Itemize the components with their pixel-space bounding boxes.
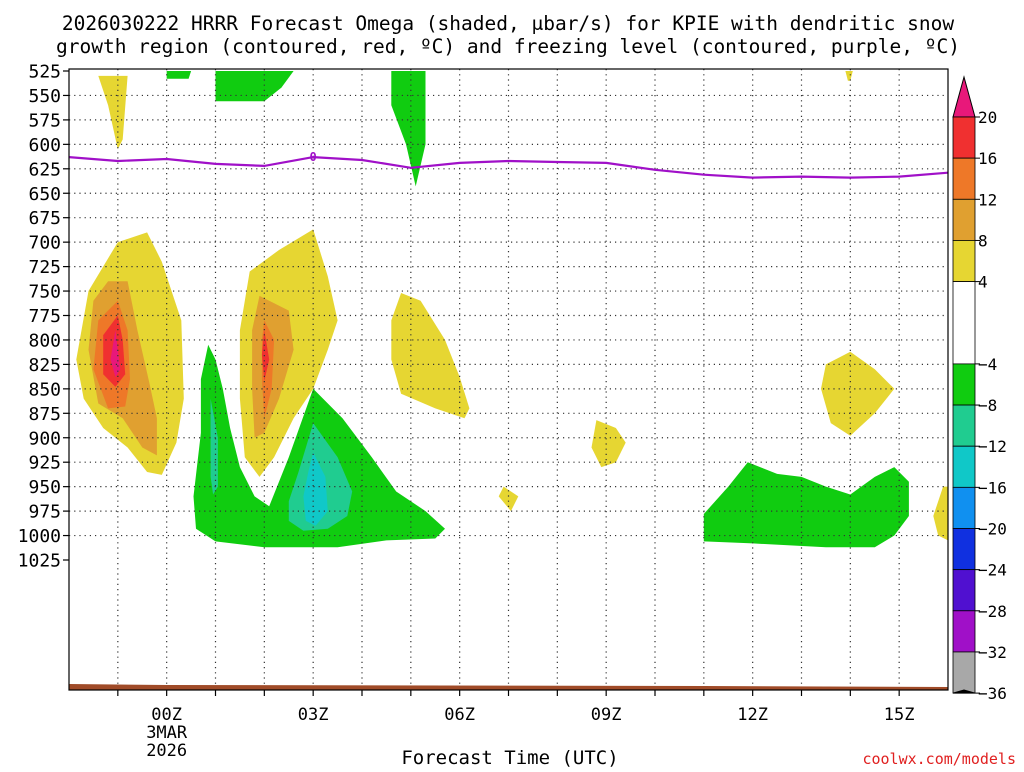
credit-link[interactable]: coolwx.com/models	[862, 750, 1016, 768]
ground-layer	[69, 684, 948, 690]
y-tick-label: 575	[28, 110, 61, 131]
x-tick-sublabel: 2026	[146, 741, 187, 761]
y-tick-label: 675	[28, 208, 61, 229]
x-tick-label: 06Z	[444, 705, 475, 725]
colorbar-band	[952, 569, 976, 612]
y-tick-label: 775	[28, 306, 61, 327]
omega-region-pos-top-speck	[845, 71, 853, 81]
colorbar-label: −4	[978, 355, 997, 374]
y-tick-label: 975	[28, 502, 61, 523]
omega-region-neg-upper	[391, 71, 426, 187]
freezing-level-line	[69, 155, 948, 179]
y-tick-label: 750	[28, 282, 61, 303]
omega-region-pos-r1	[391, 293, 470, 419]
x-tick-label: 09Z	[591, 705, 622, 725]
colorbar-label: −20	[978, 520, 1007, 539]
colorbar-label: −36	[978, 684, 1007, 703]
colorbar-band	[952, 651, 976, 694]
y-tick-label: 550	[28, 86, 61, 107]
y-tick-label: 825	[28, 355, 61, 376]
colorbar-under-arrow	[952, 689, 976, 694]
y-tick-label: 850	[28, 379, 61, 400]
freezing-level-layer: 0	[69, 150, 948, 179]
x-axis-title: Forecast Time (UTC)	[401, 747, 618, 768]
omega-region-pos-r5	[933, 486, 948, 541]
colorbar-band	[952, 610, 976, 653]
colorbar-band	[952, 198, 976, 241]
omega-region-pos-upper-left	[98, 75, 128, 150]
colorbar-label: −12	[978, 437, 1007, 456]
colorbar-band	[952, 157, 976, 200]
omega-region-pos-left-20	[110, 330, 121, 378]
colorbar-band	[952, 281, 976, 365]
y-tick-label: 600	[28, 135, 61, 156]
y-tick-label: 525	[28, 62, 61, 83]
colorbar-band	[952, 240, 976, 282]
y-tick-label: 950	[28, 477, 61, 498]
y-tick-label: 1025	[18, 551, 61, 572]
omega-region-neg-top2	[166, 71, 192, 79]
y-tick-label: 625	[28, 159, 61, 180]
omega-region-pos-r3	[498, 486, 519, 512]
y-tick-label: 800	[28, 330, 61, 351]
omega-region-pos-mid-16	[261, 330, 270, 381]
colorbar-label: −28	[978, 602, 1007, 621]
omega-region-neg-top1	[215, 71, 294, 102]
y-tick-label: 925	[28, 453, 61, 474]
colorbar-label: 4	[978, 273, 988, 292]
y-tick-label: 900	[28, 428, 61, 449]
y-tick-label: 875	[28, 404, 61, 425]
y-axis: 525 550 575 600 625 650 675 700 725 750 775 800 825 8…	[18, 62, 69, 572]
x-tick-label: 15Z	[884, 705, 915, 725]
colorbar-label: −32	[978, 643, 1007, 662]
y-tick-label: 650	[28, 184, 61, 205]
freezing-level-label: 0	[310, 150, 317, 164]
colorbar-label: −8	[978, 396, 997, 415]
colorbar-band	[952, 363, 976, 406]
omega-region-pos-r4	[821, 351, 895, 436]
colorbar-label: −16	[978, 478, 1007, 497]
colorbar-label: 12	[978, 190, 997, 209]
x-tick-label: 12Z	[737, 705, 768, 725]
colorbar-label: −24	[978, 561, 1007, 580]
colorbar-over-arrow	[952, 75, 976, 118]
chart-title-line1: 2026030222 HRRR Forecast Omega (shaded, …	[62, 12, 954, 35]
colorbar-band	[952, 404, 976, 447]
colorbar-band	[952, 486, 976, 529]
chart-title-line2: growth region (contoured, red, ºC) and f…	[56, 35, 960, 58]
omega-region-neg-center-12	[303, 452, 328, 526]
omega-region-neg-right	[703, 462, 909, 548]
x-tick-sublabel: 3MAR	[146, 723, 188, 743]
colorbar-band	[952, 116, 976, 159]
colorbar-label: 20	[978, 108, 997, 127]
x-tick-label: 03Z	[298, 705, 329, 725]
x-tick-label: 00Z	[151, 705, 182, 725]
colorbar-band	[952, 445, 976, 488]
y-tick-label: 700	[28, 233, 61, 254]
omega-shading-layer	[76, 71, 948, 548]
y-tick-label: 1000	[18, 526, 61, 547]
colorbar-label: 8	[978, 231, 988, 250]
colorbar: 20 16 12 8 4 −4 −8 −12 −16 −20 −24 −28 −32 −36	[952, 75, 1007, 703]
colorbar-band	[952, 528, 976, 571]
colorbar-label: 16	[978, 149, 997, 168]
omega-region-pos-mid-8	[252, 295, 294, 438]
omega-region-pos-r2	[591, 420, 626, 468]
ground-surface	[69, 684, 948, 690]
y-tick-label: 725	[28, 257, 61, 278]
grid-layer	[69, 69, 948, 690]
